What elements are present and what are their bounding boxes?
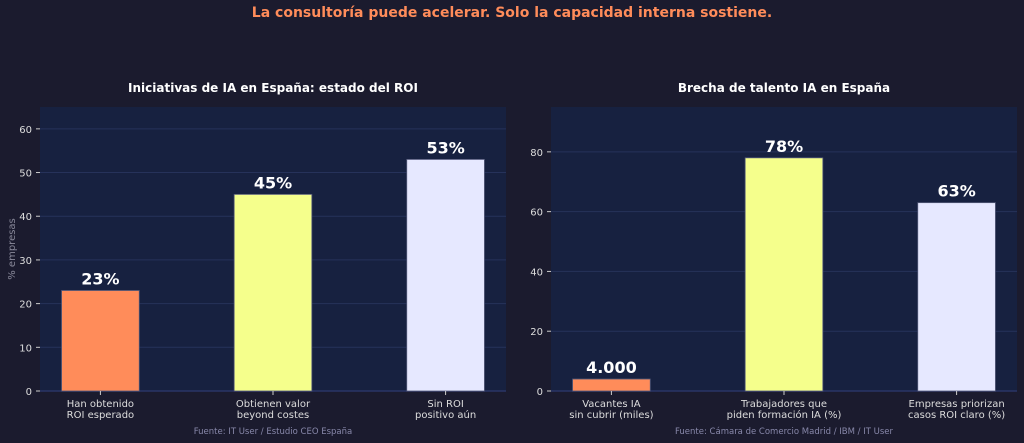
x-tick-label-line: casos ROI claro (%) bbox=[908, 410, 1005, 421]
bar bbox=[744, 157, 824, 392]
bar bbox=[406, 159, 485, 392]
x-tick-label-line: Sin ROI bbox=[427, 399, 463, 410]
y-tick-label: 10 bbox=[19, 343, 32, 354]
y-tick-label: 40 bbox=[19, 212, 32, 223]
x-tick-label: Han obtenido ROI esperado bbox=[67, 399, 135, 421]
y-tick-label: 20 bbox=[530, 327, 543, 338]
data-label: 45% bbox=[254, 173, 292, 192]
figure-title: La consultoría puede acelerar. Solo la c… bbox=[251, 5, 773, 21]
data-label: 53% bbox=[426, 138, 464, 157]
y-tick-label: 50 bbox=[19, 169, 32, 180]
x-tick-label: Empresas priorizan casos ROI claro (%) bbox=[908, 399, 1005, 421]
bar bbox=[572, 378, 651, 392]
source-note: Fuente: Cámara de Comercio Madrid / IBM … bbox=[675, 427, 893, 437]
x-tick-label-line: Obtienen valor bbox=[236, 399, 311, 410]
data-label: 63% bbox=[937, 182, 975, 201]
x-tick-label-line: positivo aún bbox=[415, 409, 476, 421]
x-tick-label-line: beyond costes bbox=[237, 410, 310, 421]
x-tick-label-line: piden formación IA (%) bbox=[727, 409, 842, 421]
y-tick-label: 0 bbox=[26, 387, 32, 398]
y-tick-label: 80 bbox=[530, 148, 543, 159]
panel-1: 0 10 20 30 40 50 60 Iniciativas de IA en España… bbox=[7, 81, 506, 437]
x-tick-label-line: Empresas priorizan bbox=[909, 399, 1005, 410]
data-label: 4.000 bbox=[586, 358, 637, 377]
y-tick-label: 20 bbox=[19, 300, 32, 311]
y-tick-label: 60 bbox=[19, 125, 32, 136]
x-tick-label: Vacantes IA sin cubrir (miles) bbox=[569, 399, 653, 421]
panel-2: 0 20 40 60 80 Brecha de talento IA en España 4… bbox=[530, 81, 1017, 437]
x-tick-label: Trabajadores que piden formación IA (%) bbox=[727, 399, 842, 421]
x-tick-label-line: sin cubrir (miles) bbox=[569, 410, 653, 421]
x-tick-label-line: Han obtenido bbox=[67, 399, 134, 410]
y-tick-label: 40 bbox=[530, 267, 543, 278]
chart-title: Brecha de talento IA en España bbox=[678, 81, 890, 95]
chart-title: Iniciativas de IA en España: estado del … bbox=[128, 81, 418, 95]
bar bbox=[917, 202, 996, 392]
x-tick-label-line: Vacantes IA bbox=[582, 399, 641, 410]
y-tick-label: 30 bbox=[19, 256, 32, 267]
y-tick-label: 0 bbox=[537, 387, 543, 398]
y-axis-label: % empresas bbox=[7, 218, 18, 280]
x-tick-label-line: ROI esperado bbox=[67, 410, 135, 421]
x-tick-label-line: Trabajadores que bbox=[740, 399, 827, 410]
x-tick-label: Sin ROI positivo aún bbox=[415, 399, 476, 421]
data-label: 78% bbox=[765, 137, 803, 156]
x-tick-label: Obtienen valor beyond costes bbox=[236, 399, 311, 421]
y-tick-label: 60 bbox=[530, 208, 543, 219]
bar bbox=[233, 193, 313, 392]
data-label: 23% bbox=[81, 270, 119, 289]
source-note: Fuente: IT User / Estudio CEO España bbox=[194, 427, 352, 437]
bar bbox=[61, 290, 140, 392]
